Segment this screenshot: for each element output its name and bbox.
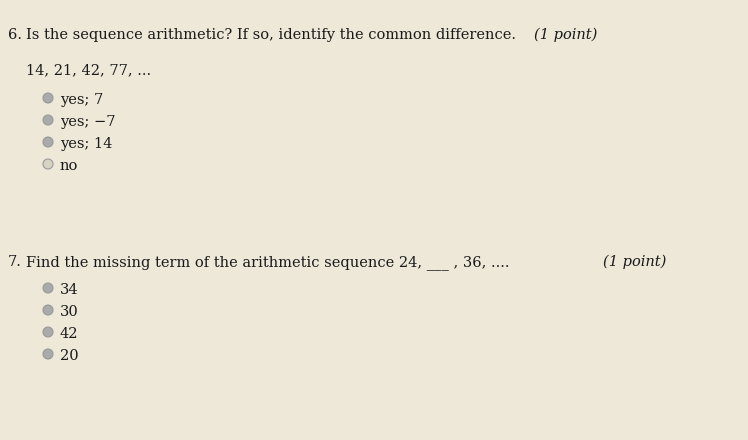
Text: (1 point): (1 point) bbox=[603, 255, 666, 269]
Ellipse shape bbox=[43, 305, 53, 315]
Text: yes; 14: yes; 14 bbox=[60, 137, 112, 151]
Ellipse shape bbox=[43, 283, 53, 293]
Text: 14, 21, 42, 77, ...: 14, 21, 42, 77, ... bbox=[26, 63, 151, 77]
Text: 42: 42 bbox=[60, 327, 79, 341]
Ellipse shape bbox=[43, 349, 53, 359]
Text: yes; −7: yes; −7 bbox=[60, 115, 115, 129]
Text: (1 point): (1 point) bbox=[534, 28, 598, 42]
Ellipse shape bbox=[43, 327, 53, 337]
Text: Find the missing term of the arithmetic sequence 24, ___ , 36, ....: Find the missing term of the arithmetic … bbox=[26, 255, 514, 270]
Ellipse shape bbox=[43, 115, 53, 125]
Text: 7.: 7. bbox=[8, 255, 22, 269]
Ellipse shape bbox=[43, 137, 53, 147]
Text: 20: 20 bbox=[60, 349, 79, 363]
Text: Is the sequence arithmetic? If so, identify the common difference.: Is the sequence arithmetic? If so, ident… bbox=[26, 28, 516, 42]
Ellipse shape bbox=[43, 93, 53, 103]
Text: 34: 34 bbox=[60, 283, 79, 297]
Text: yes; 7: yes; 7 bbox=[60, 93, 103, 107]
Text: no: no bbox=[60, 159, 79, 173]
Text: 30: 30 bbox=[60, 305, 79, 319]
Text: 6.: 6. bbox=[8, 28, 22, 42]
Ellipse shape bbox=[43, 159, 53, 169]
